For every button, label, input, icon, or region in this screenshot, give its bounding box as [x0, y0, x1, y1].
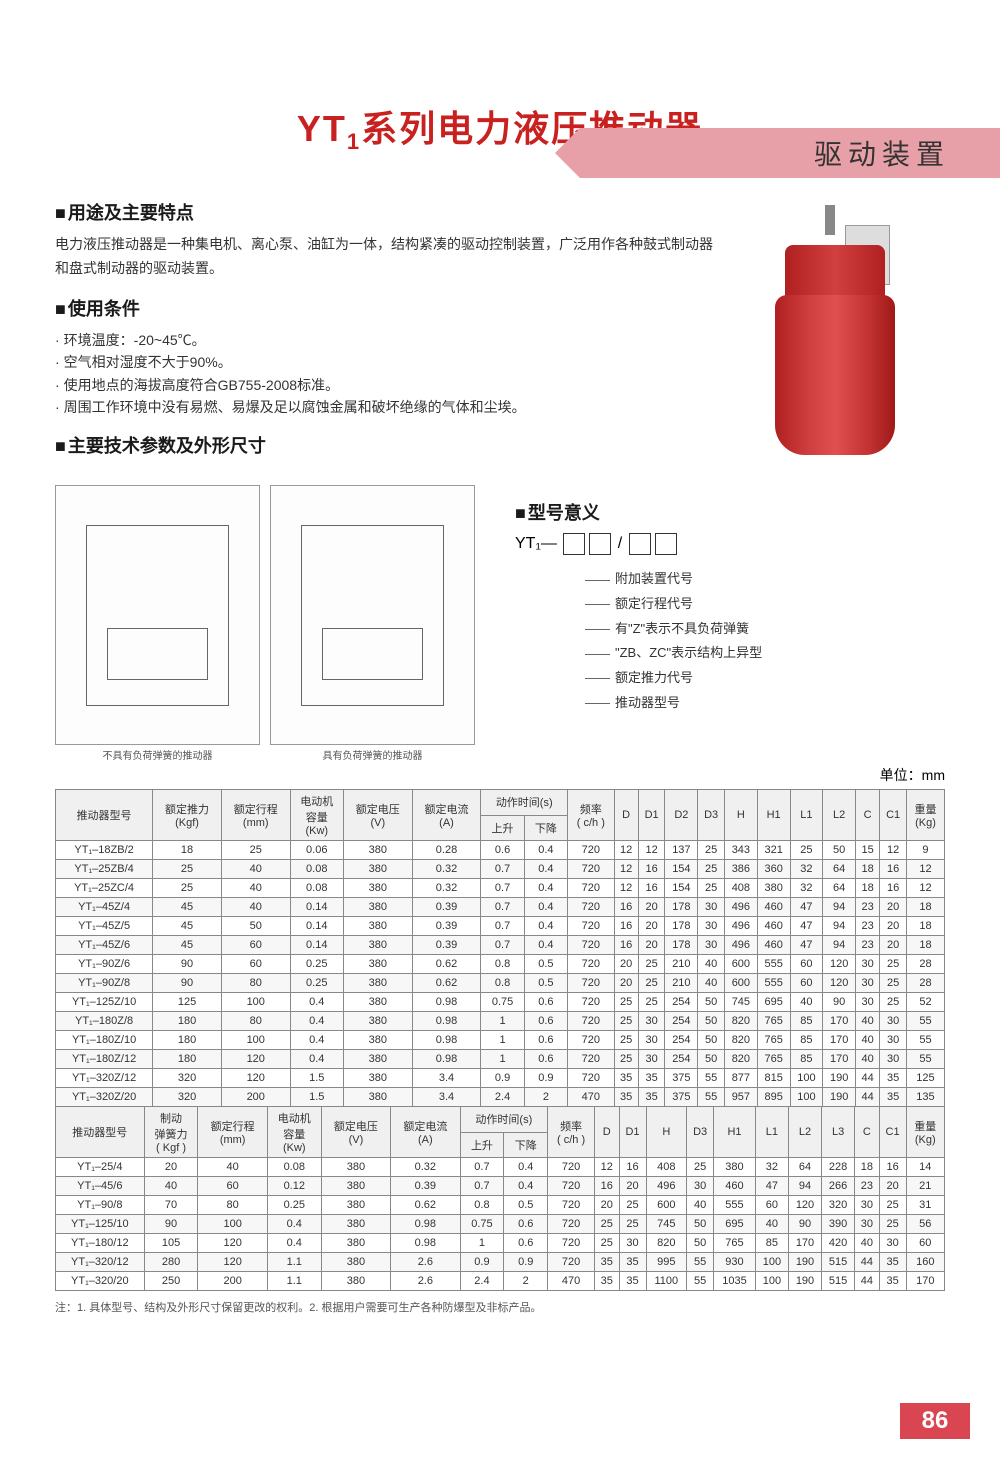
table-row: YT₁–18ZB/218250.063800.280.60.4720121213… — [56, 841, 945, 860]
section-purpose-head: 用途及主要特点 — [55, 199, 725, 225]
col-header: 频率( c/h ) — [568, 790, 614, 841]
table-row: YT₁–90/870800.253800.620.80.572020256004… — [56, 1196, 945, 1215]
unit-label: 单位：mm — [0, 765, 1000, 785]
col-header: L1 — [790, 790, 823, 841]
table-row: YT₁–180Z/101801000.43800.9810.6720253025… — [56, 1031, 945, 1050]
table-row: YT₁–320/202502001.13802.62.4247035351100… — [56, 1272, 945, 1291]
table-row: YT₁–25ZC/425400.083800.320.70.4720121615… — [56, 879, 945, 898]
table-row: YT₁–45Z/645600.143800.390.70.47201620178… — [56, 936, 945, 955]
page-number: 86 — [900, 1403, 970, 1439]
col-header: 电动机容量(Kw) — [267, 1107, 321, 1158]
section-conditions-head: 使用条件 — [55, 295, 725, 321]
table-row: YT₁–125/10901000.43800.980.750.672025257… — [56, 1215, 945, 1234]
diagram-nospring: 不具有负荷弹簧的推动器 — [55, 485, 260, 745]
col-header: C1 — [880, 790, 907, 841]
table-row: YT₁–25ZB/425400.083800.320.70.4720121615… — [56, 860, 945, 879]
table-row: YT₁–320/122801201.13802.60.90.9720353599… — [56, 1253, 945, 1272]
dimension-diagrams: 不具有负荷弹簧的推动器 具有负荷弹簧的推动器 — [55, 485, 475, 745]
col-header: 推动器型号 — [56, 1107, 145, 1158]
col-header: D2 — [665, 790, 698, 841]
table-row: YT₁–125Z/101251000.43800.980.750.6720252… — [56, 993, 945, 1012]
footnote: 注：1. 具体型号、结构及外形尺寸保留更改的权利。2. 根据用户需要可生产各种防… — [0, 1291, 1000, 1323]
model-item: 额定推力代号 — [615, 666, 945, 691]
col-header: 电动机容量(Kw) — [290, 790, 343, 841]
table-row: YT₁–25/420400.083800.320.70.472012164082… — [56, 1158, 945, 1177]
col-header: D1 — [638, 790, 665, 841]
spec-table-1: 推动器型号额定推力(Kgf)额定行程(mm)电动机容量(Kw)额定电压(V)额定… — [55, 789, 945, 1107]
col-header: D3 — [698, 790, 725, 841]
table-row: YT₁–90Z/890800.253800.620.80.57202025210… — [56, 974, 945, 993]
table-row: YT₁–45/640600.123800.390.70.472016204963… — [56, 1177, 945, 1196]
col-header: 额定行程(mm) — [221, 790, 290, 841]
model-item: 附加装置代号 — [615, 567, 945, 592]
col-header: H1 — [757, 790, 790, 841]
col-header: C1 — [879, 1107, 906, 1158]
col-header: C — [856, 790, 880, 841]
conditions-list: 环境温度：-20~45℃。 空气相对湿度不大于90%。 使用地点的海拔高度符合G… — [55, 329, 725, 419]
col-header: 制动弹簧力( Kgf ) — [144, 1107, 198, 1158]
col-header: 重量(Kg) — [906, 790, 944, 841]
model-code-line: YT₁— / — [515, 533, 945, 555]
purpose-text: 电力液压推动器是一种集电机、离心泵、油缸为一体，结构紧凑的驱动控制装置，广泛用作… — [55, 233, 725, 281]
col-header: D3 — [687, 1107, 714, 1158]
section-model-head: 型号意义 — [515, 499, 945, 525]
col-header: L1 — [755, 1107, 788, 1158]
col-header: C — [855, 1107, 879, 1158]
col-header: 频率( c/h ) — [548, 1107, 595, 1158]
col-header: L2 — [788, 1107, 821, 1158]
col-header: 额定行程(mm) — [198, 1107, 267, 1158]
diagram-withspring: 具有负荷弹簧的推动器 — [270, 485, 475, 745]
model-item: 额定行程代号 — [615, 592, 945, 617]
col-header: 推动器型号 — [56, 790, 153, 841]
col-header: 额定电压(V) — [343, 790, 412, 841]
cond-item: 周围工作环境中没有易燃、易爆及足以腐蚀金属和破坏绝缘的气体和尘埃。 — [55, 396, 725, 418]
product-image — [745, 195, 925, 475]
col-header: H — [724, 790, 757, 841]
model-item: "ZB、ZC"表示结构上异型 — [615, 641, 945, 666]
col-header: 动作时间(s) — [460, 1107, 548, 1133]
col-header: L2 — [823, 790, 856, 841]
table-row: YT₁–180/121051200.43800.9810.67202530820… — [56, 1234, 945, 1253]
table-row: YT₁–180Z/8180800.43800.9810.672025302545… — [56, 1012, 945, 1031]
col-header: 额定电流(A) — [412, 790, 481, 841]
col-header: 额定电流(A) — [391, 1107, 460, 1158]
table-row: YT₁–320Z/123201201.53803.40.90.972035353… — [56, 1069, 945, 1088]
col-header: D — [614, 790, 638, 841]
col-header: L3 — [822, 1107, 855, 1158]
table-row: YT₁–45Z/545500.143800.390.70.47201620178… — [56, 917, 945, 936]
col-header: 额定电压(V) — [321, 1107, 390, 1158]
cond-item: 空气相对湿度不大于90%。 — [55, 351, 725, 373]
model-meaning-list: 附加装置代号 额定行程代号 有"Z"表示不具负荷弹簧 "ZB、ZC"表示结构上异… — [515, 567, 945, 715]
category-text: 驱动装置 — [814, 133, 950, 173]
col-header: 额定推力(Kgf) — [153, 790, 222, 841]
model-item: 有"Z"表示不具负荷弹簧 — [615, 617, 945, 642]
col-header: H1 — [714, 1107, 756, 1158]
cond-item: 环境温度：-20~45℃。 — [55, 329, 725, 351]
col-header: D1 — [619, 1107, 646, 1158]
table-row: YT₁–90Z/690600.253800.620.80.57202025210… — [56, 955, 945, 974]
category-band: 驱动装置 — [580, 128, 1000, 178]
spec-table-2: 推动器型号制动弹簧力( Kgf )额定行程(mm)电动机容量(Kw)额定电压(V… — [55, 1106, 945, 1291]
cond-item: 使用地点的海拔高度符合GB755-2008标准。 — [55, 374, 725, 396]
table-row: YT₁–180Z/121801200.43800.9810.6720253025… — [56, 1050, 945, 1069]
col-header: 重量(Kg) — [906, 1107, 944, 1158]
col-header: 动作时间(s) — [481, 790, 568, 816]
col-header: D — [595, 1107, 619, 1158]
model-item: 推动器型号 — [615, 691, 945, 716]
table-row: YT₁–320Z/203202001.53803.42.424703535375… — [56, 1088, 945, 1107]
table-row: YT₁–45Z/445400.143800.390.70.47201620178… — [56, 898, 945, 917]
col-header: H — [646, 1107, 687, 1158]
section-params-head: 主要技术参数及外形尺寸 — [55, 432, 725, 458]
